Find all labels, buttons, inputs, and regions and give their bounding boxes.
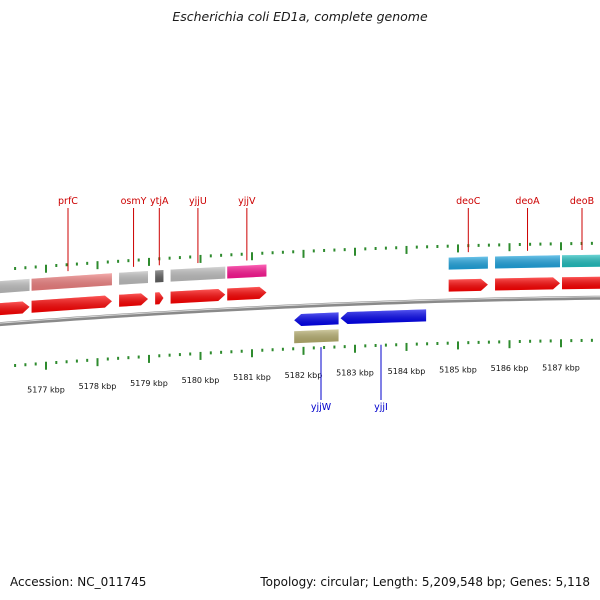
scale-tick-label: 5184 kbp [388, 367, 426, 376]
gene-label-deoA: deoA [515, 196, 540, 207]
forward-cog-band-shade [170, 266, 226, 282]
forward-cog-band-shade [495, 255, 560, 269]
scale-tick-label: 5183 kbp [336, 369, 374, 378]
feature-layer [0, 254, 600, 344]
forward-cds-arrow-shade [170, 288, 226, 304]
scale-tick-label: 5186 kbp [491, 364, 529, 373]
forward-cog-band-shade [119, 270, 148, 285]
backbone-highlight [0, 296, 600, 324]
gene-label-yjjV: yjjV [238, 196, 256, 207]
forward-cog-band-shade [227, 264, 267, 279]
forward-cog-band-shade [562, 254, 600, 268]
tick-layer: 5177 kbp 5178 kbp 5179 kbp 5180 kbp 5181 kbp… [14, 241, 593, 395]
scale-tick-label: 5181 kbp [233, 373, 271, 382]
forward-cds-arrow-shade [227, 286, 267, 301]
scale-tick-label: 5178 kbp [79, 382, 117, 391]
map-title: Escherichia coli ED1a, complete genome [172, 9, 428, 24]
scale-tick-label: 5179 kbp [130, 379, 168, 388]
gene-label-yjjI: yjjI [374, 402, 388, 413]
scale-tick-label: 5187 kbp [542, 363, 580, 372]
accession-label: Accession: NC_011745 [10, 575, 147, 589]
forward-cds-arrow-shade [448, 278, 488, 292]
scale-tick-label: 5182 kbp [285, 371, 323, 380]
scale-tick-label: 5177 kbp [27, 386, 65, 395]
gene-label-yjjW: yjjW [311, 402, 332, 413]
reverse-cds-arrow-shade [340, 309, 427, 325]
backbone-ring [0, 295, 600, 327]
reverse-cog-band-shade [294, 329, 339, 344]
gene-label-deoB: deoB [570, 196, 594, 207]
backbone-layer [0, 295, 600, 327]
reverse-cds-arrow-shade [294, 312, 339, 326]
label-layer: prfC osmY ytjA yjjU yjjV deoC deoA deoB yjjW yjjI [58, 196, 594, 413]
gene-label-deoC: deoC [456, 196, 481, 207]
forward-cog-band-shade [155, 270, 164, 283]
gene-label-osmY: osmY [121, 196, 147, 207]
forward-cog-band-shade [448, 256, 488, 270]
forward-cog-band-shade [31, 273, 112, 291]
forward-cog-band-shade [0, 278, 30, 294]
scale-tick-label: 5180 kbp [182, 376, 220, 385]
forward-cds-arrow-shade [119, 293, 148, 307]
forward-cds-arrow-shade [155, 292, 164, 305]
gene-label-prfC: prfC [58, 196, 78, 207]
scale-tick-label: 5185 kbp [439, 365, 477, 374]
gene-label-ytjA: ytjA [150, 196, 169, 207]
forward-cds-arrow-shade [0, 301, 30, 316]
gene-label-yjjU: yjjU [189, 196, 207, 207]
forward-cds-arrow-shade [31, 295, 112, 313]
genome-summary-label: Topology: circular; Length: 5,209,548 bp… [260, 575, 590, 589]
forward-cds-arrow-shade [562, 276, 600, 290]
forward-cds-arrow-shade [495, 277, 560, 291]
